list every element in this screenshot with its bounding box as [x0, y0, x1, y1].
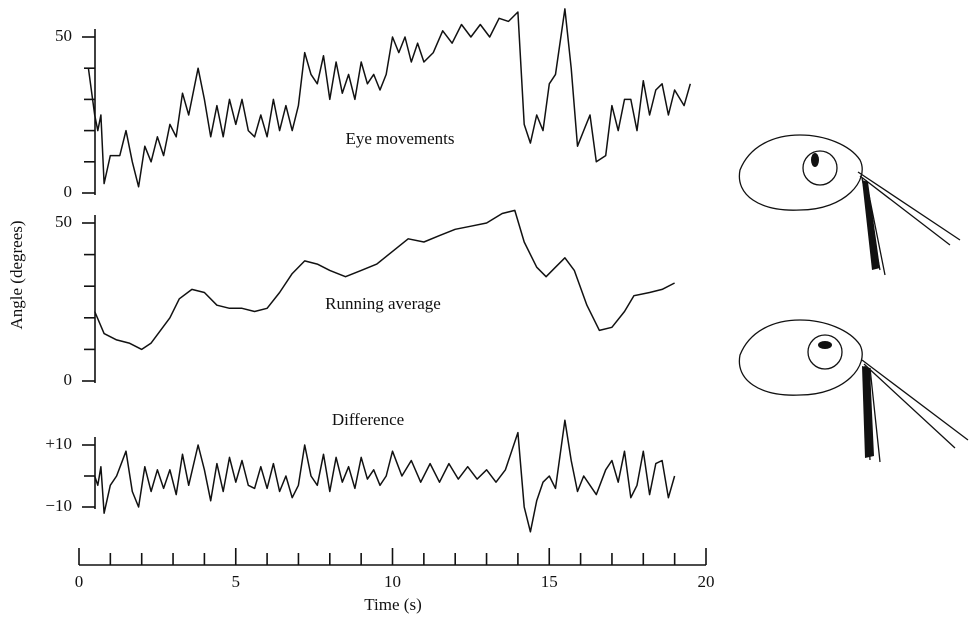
line — [94, 209, 675, 351]
y-tick-label: 0 — [64, 182, 73, 201]
y-tick-label: 50 — [55, 212, 72, 231]
y-tick-label: −10 — [45, 496, 72, 515]
line — [93, 419, 676, 533]
y-tick-label: +10 — [45, 434, 72, 453]
x-axis-label: Time (s) — [364, 595, 421, 614]
series-label: Running average — [325, 294, 441, 313]
eye-illustration-top — [738, 134, 961, 276]
x-tick-label: 5 — [232, 572, 241, 591]
y-tick-label: 50 — [55, 26, 72, 45]
x-tick-label: 10 — [384, 572, 401, 591]
line — [87, 8, 692, 188]
y-tick-label: 0 — [64, 370, 73, 389]
x-tick-label: 20 — [698, 572, 715, 591]
eye-illustration-bottom — [738, 319, 969, 463]
x-tick-label: 0 — [75, 572, 84, 591]
y-axis-label: Angle (degrees) — [7, 220, 26, 329]
x-tick-label: 15 — [541, 572, 558, 591]
series-label: Eye movements — [345, 129, 454, 148]
series-label: Difference — [332, 410, 404, 429]
